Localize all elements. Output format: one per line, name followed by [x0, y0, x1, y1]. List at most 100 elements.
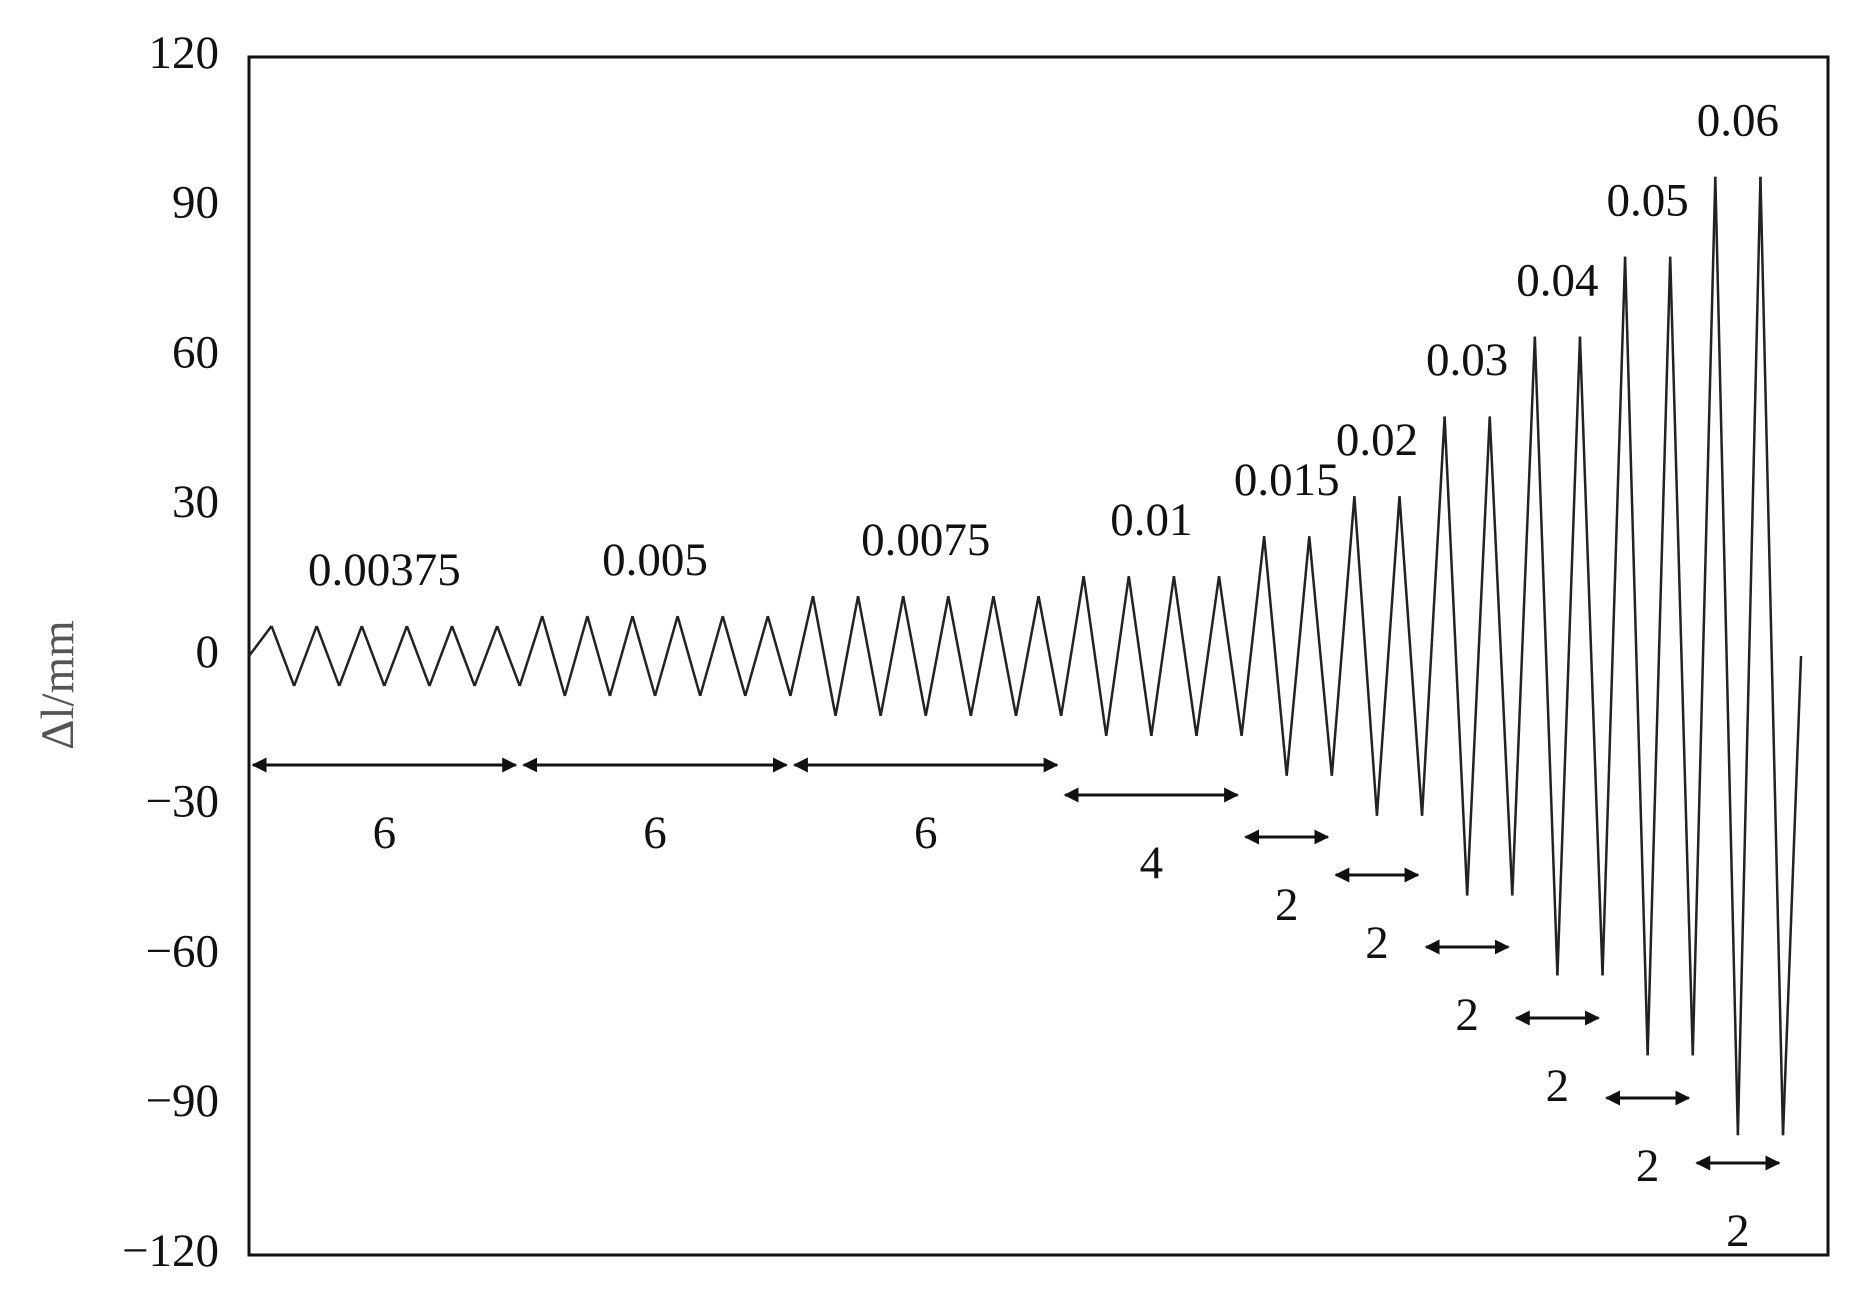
y-axis-label: Δl/mm: [32, 620, 84, 749]
protocol-segment: [292, 625, 318, 687]
protocol-segment: [721, 615, 747, 697]
y-tick-label: 90: [172, 177, 219, 229]
protocol-segment: [744, 615, 770, 697]
protocol-segment: [901, 595, 927, 717]
protocol-segment: [586, 615, 612, 697]
protocol-segment: [338, 625, 363, 687]
cycle-count: 6: [643, 807, 667, 859]
protocol-segment: [541, 615, 567, 697]
protocol-segment: [1443, 416, 1469, 896]
drift-ratio-label: 0.015: [1234, 454, 1340, 506]
protocol-segment: [315, 625, 341, 687]
protocol-segment: [1691, 176, 1717, 1056]
protocol-segment: [360, 625, 386, 687]
protocol-segment: [608, 615, 634, 697]
protocol-segment: [653, 615, 679, 697]
cycle-count: 4: [1140, 837, 1164, 889]
protocol-segment: [1014, 595, 1040, 717]
cycle-count: 6: [914, 807, 938, 859]
protocol-segment: [766, 615, 792, 697]
protocol-segment: [1465, 416, 1491, 896]
protocol-segment: [1037, 595, 1063, 717]
drift-ratio-label: 0.02: [1336, 414, 1418, 466]
protocol-segment: [1511, 336, 1537, 896]
protocol-segment: [1578, 336, 1604, 976]
protocol-segment: [1330, 496, 1356, 776]
protocol-segment: [1104, 575, 1131, 737]
protocol-segment: [1601, 256, 1627, 976]
protocol-segment: [947, 595, 973, 717]
y-tick-label: −90: [145, 1075, 219, 1127]
protocol-segment: [473, 625, 499, 687]
protocol-segment: [789, 595, 815, 697]
protocol-segment: [1262, 536, 1288, 776]
protocol-segment: [856, 595, 882, 717]
protocol-segment: [1285, 536, 1311, 776]
drift-ratio-label: 0.00375: [308, 544, 461, 596]
protocol-segment: [518, 615, 544, 687]
protocol-segment: [879, 595, 905, 717]
protocol-segment: [1736, 176, 1762, 1136]
protocol-segment: [1533, 336, 1559, 976]
drift-ratio-label: 0.005: [602, 534, 708, 586]
cycle-count: 2: [1636, 1140, 1660, 1192]
y-tick-label: 60: [172, 326, 219, 378]
protocol-segment: [1759, 176, 1785, 1136]
drift-ratio-label: 0.0075: [861, 514, 990, 566]
protocol-segment: [1420, 416, 1446, 816]
y-tick-label: −30: [145, 776, 219, 828]
protocol-segment: [1172, 575, 1198, 737]
protocol-segment: [1488, 416, 1514, 896]
protocol-segment: [1308, 536, 1334, 776]
protocol-segment: [631, 615, 657, 697]
protocol-segment: [1353, 496, 1379, 816]
protocol-segment: [1623, 256, 1649, 1056]
y-tick-label: 120: [149, 27, 220, 79]
protocol-segment: [1150, 575, 1176, 737]
drift-ratio-label: 0.05: [1607, 174, 1689, 226]
protocol-segment: [270, 625, 296, 687]
drift-ratio-label: 0.04: [1516, 254, 1598, 306]
protocol-segment: [1217, 575, 1243, 737]
y-tick-label: 30: [172, 476, 219, 528]
protocol-segment: [676, 615, 702, 697]
protocol-segment: [495, 625, 521, 687]
protocol-segment: [811, 595, 837, 717]
protocol-segment: [450, 625, 476, 687]
y-tick-label: −120: [122, 1225, 219, 1277]
protocol-segment: [563, 615, 589, 697]
protocol-segment: [1781, 655, 1803, 1136]
protocol-segment: [969, 595, 995, 717]
protocol-segment: [1556, 336, 1582, 976]
cycle-count: 2: [1275, 879, 1299, 931]
protocol-segment: [1714, 176, 1740, 1136]
cycle-count: 2: [1365, 917, 1389, 969]
protocol-segment: [405, 625, 431, 687]
protocol-segment: [992, 595, 1018, 717]
protocol-segment: [834, 595, 860, 717]
drift-ratio-label: 0.06: [1697, 95, 1779, 147]
protocol-segment: [428, 625, 454, 687]
protocol-segment: [924, 595, 950, 717]
protocol-segment: [1195, 575, 1221, 737]
protocol-segment: [1240, 536, 1266, 737]
y-tick-label: −60: [145, 925, 219, 977]
protocol-segment: [698, 615, 724, 697]
protocol-segment: [1375, 496, 1401, 816]
protocol-segment: [248, 625, 273, 657]
cycle-count: 2: [1726, 1205, 1750, 1257]
drift-ratio-label: 0.01: [1110, 494, 1192, 546]
protocol-segment: [1398, 496, 1424, 816]
protocol-segment: [383, 625, 409, 687]
cycle-count: 2: [1455, 989, 1479, 1041]
y-tick-label: 0: [196, 626, 220, 678]
protocol-segment: [1646, 256, 1672, 1056]
protocol-segment: [1668, 256, 1695, 1056]
protocol-segment: [1059, 575, 1085, 717]
cycle-count: 2: [1546, 1060, 1570, 1112]
protocol-segment: [1082, 575, 1108, 737]
drift-ratio-label: 0.03: [1426, 334, 1508, 386]
cycle-count: 6: [373, 807, 397, 859]
protocol-segment: [1127, 575, 1153, 737]
